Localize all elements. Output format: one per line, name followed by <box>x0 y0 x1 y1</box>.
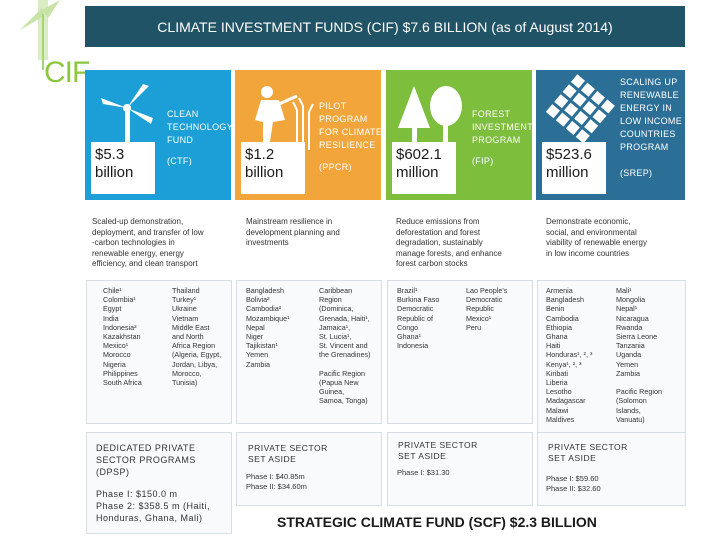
set-aside-title: PRIVATE SECTOR SET ASIDE <box>398 440 478 461</box>
fip-countries-col2: Lao People's Democratic Republic Mexico¹… <box>466 286 508 332</box>
ctf-countries-col2: Thailand Turkey¹ Ukraine Vietnam Middle … <box>172 286 222 388</box>
ctf-countries-box <box>86 280 232 424</box>
ppcr-countries-col2: Caribbean Region (Dominica, Grenada, Hai… <box>319 286 371 406</box>
solar-panel-icon <box>545 74 615 144</box>
fund-amount: $602.1 million <box>392 142 456 194</box>
fund-abbr: (PPCR) <box>319 162 352 172</box>
dpsp-text: Phase I: $150.0 m Phase 2: $358.5 m (Hai… <box>96 489 211 523</box>
set-aside-text: Phase I: $59.60 Phase II: $32.60 <box>546 474 601 493</box>
page-title: CLIMATE INVESTMENT FUNDS (CIF) $7.6 BILL… <box>85 6 685 47</box>
fund-abbr: (SREP) <box>620 168 653 178</box>
srep-tile: SCALING UP RENEWABLE ENERGY IN LOW INCOM… <box>536 70 685 200</box>
ctf-countries-col1: Chile¹ Colombia¹ Egypt India Indonesia² … <box>103 286 142 388</box>
fund-name: SCALING UP RENEWABLE ENERGY IN LOW INCOM… <box>620 77 683 152</box>
farmer-icon <box>255 86 314 150</box>
fund-name: PILOT PROGRAM FOR CLIMATE RESILIENCE <box>319 101 381 150</box>
fund-name: CLEAN TECHNOLOGY FUND <box>167 109 231 145</box>
fund-amount: $5.3 billion <box>91 142 155 194</box>
ctf-tile: CLEAN TECHNOLOGY FUND (CTF) $5.3 billion <box>85 70 231 200</box>
ppcr-countries-box <box>236 280 382 424</box>
dpsp-box <box>86 432 232 534</box>
scf-title: STRATEGIC CLIMATE FUND (SCF) $2.3 BILLIO… <box>277 514 597 530</box>
fip-tile: FOREST INVESTMENT PROGRAM (FIP) $602.1 m… <box>386 70 532 200</box>
ctf-description: Scaled-up demonstration, deployment, and… <box>92 217 204 268</box>
cif-logo <box>0 0 86 90</box>
fip-description: Reduce emissions from deforestation and … <box>396 217 502 268</box>
ppcr-description: Mainstream resilience in development pla… <box>246 217 340 247</box>
set-aside-title: PRIVATE SECTOR SET ASIDE <box>548 442 628 463</box>
srep-countries-col2: Mali¹ Mongolia Nepal¹ Nicaragua Rwanda S… <box>616 286 662 424</box>
ppcr-tile: PILOT PROGRAM FOR CLIMATE RESILIENCE (PP… <box>235 70 381 200</box>
set-aside-text: Phase I: $40.85m Phase II: $34.60m <box>246 472 307 491</box>
srep-countries-col1: Armenia Bangladesh Benin Cambodia Ethiop… <box>546 286 593 424</box>
ppcr-set-aside-box <box>236 432 382 506</box>
fund-name: FOREST INVESTMENT PROGRAM <box>472 109 532 145</box>
ppcr-countries-col1: Bangladesh Bolivia² Cambodia² Mozambique… <box>246 286 290 369</box>
srep-set-aside-box <box>537 432 686 506</box>
set-aside-title: PRIVATE SECTOR SET ASIDE <box>248 443 328 464</box>
srep-description: Demonstrate economic, social, and enviro… <box>546 217 647 258</box>
fund-abbr: (CTF) <box>167 156 192 166</box>
dpsp-title: DEDICATED PRIVATE SECTOR PROGRAMS (DPSP) <box>96 443 196 477</box>
fip-countries-box <box>387 280 533 424</box>
wind-turbine-icon <box>101 84 153 153</box>
logo-text: CIF <box>44 56 90 89</box>
set-aside-text: Phase I: $31.30 <box>397 468 450 477</box>
fund-amount: $523.6 million <box>542 142 606 194</box>
fund-amount: $1.2 billion <box>241 142 305 194</box>
tree-icon <box>398 86 462 148</box>
fip-set-aside-box <box>387 432 533 506</box>
fund-abbr: (FIP) <box>472 156 494 166</box>
fip-countries-col1: Brazil¹ Burkina Faso Democratic Republic… <box>397 286 440 351</box>
